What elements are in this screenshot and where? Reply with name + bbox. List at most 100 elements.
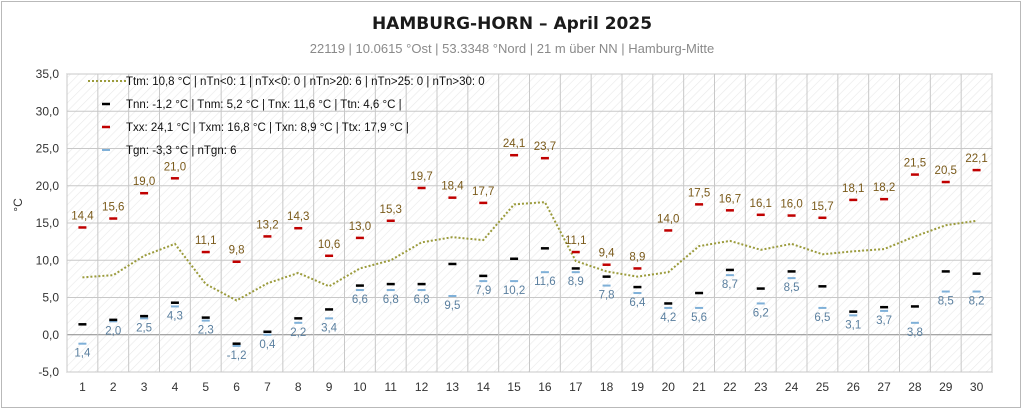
- y-tick-label: 35,0: [36, 67, 60, 81]
- max-value-label: 18,2: [873, 182, 895, 194]
- max-value-label: 9,4: [599, 248, 616, 260]
- x-tick-label: 23: [754, 380, 768, 394]
- min-value-label: 6,2: [753, 307, 769, 319]
- max-value-label: 24,1: [503, 138, 525, 150]
- x-tick-label: 2: [110, 380, 117, 394]
- min-value-label: 8,5: [784, 282, 800, 294]
- x-tick-label: 26: [847, 380, 861, 394]
- x-tick-label: 14: [477, 380, 491, 394]
- max-value-label: 17,5: [688, 187, 710, 199]
- max-value-label: 15,6: [102, 202, 124, 214]
- max-value-label: 21,0: [164, 161, 186, 173]
- x-tick-label: 3: [141, 380, 148, 394]
- max-value-label: 16,0: [780, 199, 802, 211]
- max-value-label: 18,4: [441, 181, 464, 193]
- min-value-label: 6,4: [629, 297, 646, 309]
- x-tick-label: 6: [233, 380, 240, 394]
- max-value-label: 22,1: [965, 153, 987, 165]
- max-value-label: 18,1: [842, 183, 864, 195]
- x-tick-label: 21: [692, 380, 706, 394]
- min-value-label: 11,6: [534, 276, 556, 288]
- max-value-label: 11,1: [565, 235, 587, 247]
- x-tick-label: 9: [326, 380, 333, 394]
- x-tick-label: 25: [816, 380, 830, 394]
- max-value-label: 13,0: [349, 221, 371, 233]
- max-value-label: 15,7: [811, 201, 833, 213]
- min-value-label: 6,6: [352, 294, 368, 306]
- max-value-label: 13,2: [256, 219, 278, 231]
- x-tick-label: 4: [172, 380, 179, 394]
- min-value-label: 9,5: [444, 300, 460, 312]
- min-value-label: 6,8: [383, 294, 399, 306]
- chart-title: HAMBURG-HORN – April 2025: [371, 14, 653, 34]
- min-value-label: 3,8: [907, 327, 923, 339]
- x-tick-label: 29: [939, 380, 953, 394]
- max-value-label: 14,0: [657, 213, 679, 225]
- min-value-label: 7,9: [475, 285, 491, 297]
- x-tick-label: 11: [385, 380, 398, 394]
- min-value-label: 2,5: [136, 322, 152, 334]
- min-value-label: 8,2: [969, 296, 985, 308]
- x-tick-label: 28: [908, 380, 922, 394]
- y-tick-label: 0,0: [42, 328, 59, 342]
- min-value-label: 4,2: [660, 312, 676, 324]
- x-tick-label: 20: [662, 380, 676, 394]
- max-value-label: 15,3: [380, 204, 402, 216]
- x-tick-label: 13: [446, 380, 460, 394]
- min-value-label: 3,7: [876, 315, 892, 327]
- max-value-label: 19,7: [410, 171, 432, 183]
- legend-entry: Tnn: -1,2 °C | Tnm: 5,2 °C | Tnx: 11,6 °…: [126, 99, 402, 111]
- max-value-label: 16,7: [719, 193, 741, 205]
- chart-subtitle: 22119 | 10.0615 °Ost | 53.3348 °Nord | 2…: [309, 41, 715, 56]
- y-tick-label: 30,0: [36, 104, 60, 118]
- x-tick-label: 27: [877, 380, 891, 394]
- min-value-label: 0,4: [259, 339, 276, 351]
- min-value-label: 3,4: [321, 322, 338, 334]
- min-value-label: 2,3: [198, 325, 214, 337]
- x-tick-label: 10: [353, 380, 367, 394]
- y-tick-label: 5,0: [42, 291, 59, 305]
- legend-entry: Ttm: 10,8 °C | nTn<0: 1 | nTx<0: 0 | nTn…: [126, 76, 485, 88]
- min-value-label: 5,6: [691, 312, 707, 324]
- x-tick-label: 16: [538, 380, 552, 394]
- max-value-label: 21,5: [904, 158, 926, 170]
- min-value-label: 1,4: [74, 348, 91, 360]
- max-value-label: 14,4: [71, 210, 94, 222]
- x-tick-label: 18: [600, 380, 614, 394]
- x-tick-label: 1: [79, 380, 86, 394]
- x-tick-label: 5: [202, 380, 209, 394]
- min-value-label: 4,3: [167, 310, 183, 322]
- max-value-label: 17,7: [472, 186, 494, 198]
- x-tick-label: 19: [631, 380, 645, 394]
- max-value-label: 11,1: [195, 235, 217, 247]
- min-value-label: 6,8: [414, 294, 430, 306]
- y-tick-label: 15,0: [36, 216, 60, 230]
- min-value-label: -1,2: [227, 350, 247, 362]
- x-tick-label: 30: [970, 380, 984, 394]
- x-tick-label: 22: [723, 380, 737, 394]
- min-value-label: 2,0: [105, 325, 121, 337]
- y-tick-label: 25,0: [36, 142, 60, 156]
- min-value-label: 8,5: [938, 296, 954, 308]
- x-tick-label: 7: [264, 380, 271, 394]
- mean-temperature-line: [82, 201, 977, 302]
- min-value-label: 8,9: [568, 276, 584, 288]
- legend-entry: Tgn: -3,3 °C | nTgn: 6: [126, 145, 237, 157]
- x-tick-label: 17: [569, 380, 583, 394]
- y-tick-label: 20,0: [36, 179, 60, 193]
- max-value-label: 14,3: [287, 211, 309, 223]
- max-value-label: 8,9: [629, 251, 645, 263]
- min-value-label: 10,2: [503, 285, 525, 297]
- max-value-label: 20,5: [935, 165, 957, 177]
- max-value-label: 19,0: [133, 176, 155, 188]
- min-value-label: 8,7: [722, 279, 738, 291]
- min-value-label: 3,1: [845, 319, 861, 331]
- y-tick-label: -5,0: [38, 365, 59, 379]
- max-value-label: 10,6: [318, 239, 340, 251]
- max-value-label: 16,1: [750, 198, 772, 210]
- max-value-label: 23,7: [534, 141, 556, 153]
- max-value-label: 9,8: [229, 245, 245, 257]
- legend-entry: Txx: 24,1 °C | Txm: 16,8 °C | Txn: 8,9 °…: [126, 122, 409, 134]
- x-tick-label: 8: [295, 380, 302, 394]
